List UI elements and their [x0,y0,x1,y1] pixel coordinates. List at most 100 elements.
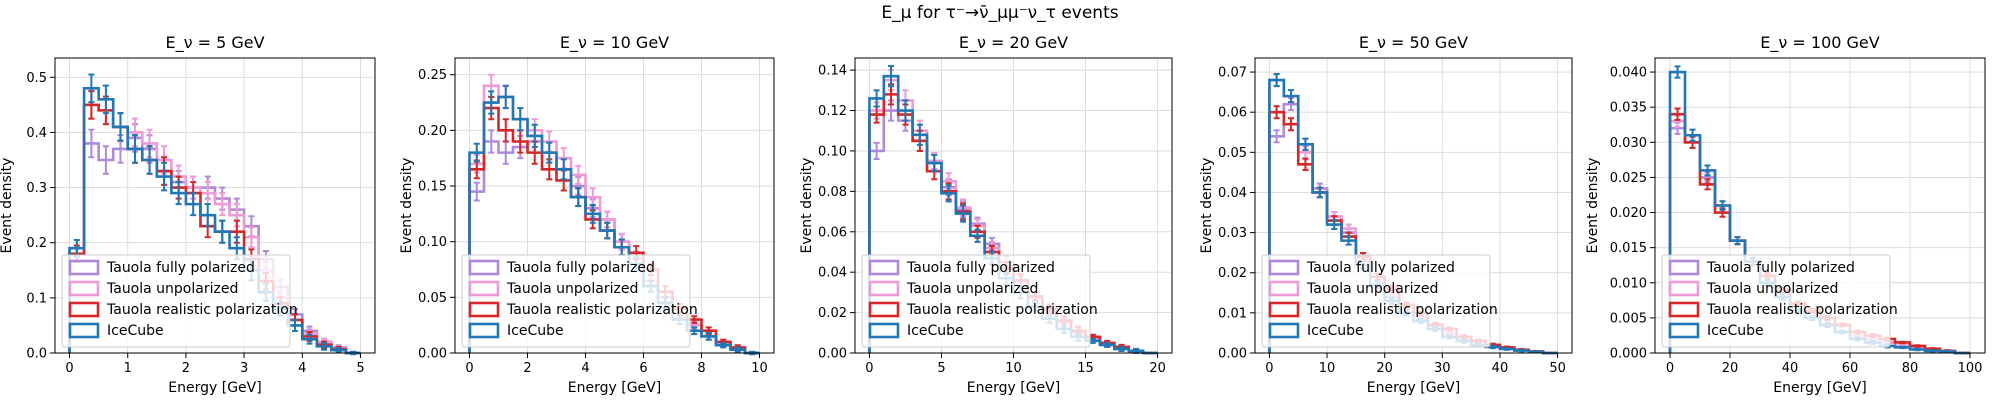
y-tick-label: 0.14 [818,64,847,79]
legend-swatch [868,322,900,339]
error-bar [1929,349,1936,353]
error-bar [575,164,582,185]
x-tick-label: 10 [1005,361,1022,376]
legend-label: Tauola fully polarized [506,260,655,276]
y-tick-label: 0.5 [26,71,47,86]
y-tick-label: 0.04 [1218,186,1247,201]
error-bar [1316,186,1323,199]
legend-label: IceCube [1707,323,1764,339]
error-bar [1532,350,1539,354]
legend-label: Tauola unpolarized [1306,281,1438,297]
error-bar [321,342,328,351]
legend-label: Tauola unpolarized [506,281,638,297]
y-tick-label: 0.06 [1218,106,1247,121]
legend-swatch [1268,322,1300,339]
error-bar [531,123,538,149]
panel-title: E_ν = 20 GeV [959,33,1068,53]
error-bar [473,181,480,202]
error-bar [204,203,211,228]
y-tick-label: 0.015 [1610,241,1647,256]
figure-title: E_μ for τ⁻→ν̄_μμ⁻ν_τ events [881,3,1118,23]
panel-1: 0 1 2 3 4 5 0.0 0.1 0.2 0.3 0.4 0.5 E_ν = 5 GeV Energ… [0,33,376,396]
legend-swatch [868,259,900,276]
y-tick-label: 0.06 [818,225,847,240]
legend-label: IceCube [107,323,164,339]
y-tick-label: 0.02 [818,306,847,321]
panel-title: E_ν = 5 GeV [165,33,264,53]
y-tick-label: 0.4 [26,126,47,141]
axes-frame [54,57,376,354]
x-tick-label: 40 [1782,361,1799,376]
legend: Tauola fully polarized Tauola unpolarized… [1661,254,1898,348]
panel-title: E_ν = 50 GeV [1359,33,1468,53]
y-tick-label: 0.000 [1610,347,1647,362]
y-axis-label: Event density [1585,158,1601,254]
error-bar [1704,178,1711,191]
error-bar [1518,348,1525,353]
x-tick-label: 4 [581,361,589,376]
legend-swatch [68,322,100,339]
x-tick-label: 10 [1319,361,1336,376]
x-tick-label: 0 [1666,361,1674,376]
legend-label: Tauola realistic polarization [106,302,298,318]
error-bar [219,219,226,244]
error-bar [1089,337,1096,344]
error-bar [1489,344,1496,350]
error-bar [1104,341,1111,348]
error-bar [575,187,582,208]
legend-swatch [868,301,900,318]
legend-swatch [1668,259,1700,276]
error-bar [589,203,596,224]
legend-label: Tauola realistic polarization [1306,302,1498,318]
legend-swatch [1268,301,1300,318]
x-tick-label: 10 [751,361,768,376]
legend: Tauola fully polarized Tauola unpolarized… [861,254,1098,348]
error-bar [1944,349,1951,354]
legend: Tauola fully polarized Tauola unpolarized… [61,254,298,348]
error-bar [219,192,226,217]
legend-swatch [1668,280,1700,297]
y-tick-label: 0.2 [26,236,47,251]
error-bar [1899,345,1906,350]
y-tick-label: 0.025 [1610,171,1647,186]
legend-swatch [1668,301,1700,318]
panel-3: 0 5 10 15 20 0.00 0.02 0.04 0.06 0.08 0.10 0.12 0.14… [799,33,1173,396]
error-bar [720,341,727,349]
error-bar [502,84,509,110]
legend-label: IceCube [1307,323,1364,339]
y-tick-label: 0.20 [418,124,447,139]
x-tick-label: 5 [356,361,364,376]
error-bar [960,204,967,223]
x-tick-label: 6 [639,361,647,376]
x-tick-label: 0 [865,361,873,376]
error-bar [1719,200,1726,211]
error-bar [1504,347,1511,351]
y-tick-label: 0.005 [1610,311,1647,326]
y-tick-label: 0.00 [818,347,847,362]
y-tick-label: 0.10 [418,235,447,250]
y-tick-label: 0.030 [1610,136,1647,151]
y-tick-label: 0.05 [418,291,447,306]
x-tick-label: 0 [1265,361,1273,376]
error-bar [888,65,895,88]
error-bar [931,153,938,173]
error-bar [488,129,495,154]
error-bar [902,99,909,122]
y-tick-label: 0.00 [418,347,447,362]
error-bar [248,226,255,249]
x-tick-label: 20 [1722,361,1739,376]
y-tick-label: 0.020 [1610,206,1647,221]
x-axis-label: Energy [GeV] [967,380,1060,396]
y-tick-label: 0.10 [818,144,847,159]
legend-swatch [468,259,500,276]
x-tick-label: 20 [1149,361,1166,376]
x-tick-label: 20 [1376,361,1393,376]
legend-box [461,254,691,348]
y-tick-label: 0.15 [418,180,447,195]
legend-label: IceCube [507,323,564,339]
legend-swatch [868,280,900,297]
error-bar [1704,164,1711,177]
panel-title: E_ν = 10 GeV [560,33,669,53]
x-tick-label: 2 [523,361,531,376]
error-bar [502,118,509,143]
